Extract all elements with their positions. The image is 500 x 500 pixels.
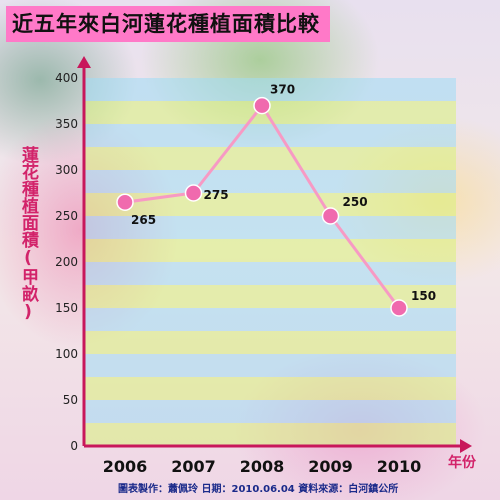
grid-band — [84, 262, 456, 285]
data-label: 265 — [131, 213, 156, 227]
x-axis-arrow — [460, 439, 472, 453]
y-tick-label: 400 — [55, 71, 78, 85]
data-label: 150 — [411, 289, 436, 303]
data-label: 370 — [270, 83, 295, 97]
grid-band — [84, 308, 456, 331]
grid-band — [84, 354, 456, 377]
data-labels: 265 275 370 250 150 — [131, 83, 436, 303]
footer-credits: 圖表製作：蕭佩玲 日期：2010.06.04 資料來源：白河鎮公所 — [118, 484, 399, 495]
y-tick-label: 300 — [55, 163, 78, 177]
y-tick-label: 250 — [55, 209, 78, 223]
y-tick-label: 100 — [55, 347, 78, 361]
axes — [77, 56, 472, 453]
x-tick-label: 2006 — [103, 457, 148, 476]
data-point — [184, 184, 203, 202]
x-tick-label: 2010 — [377, 457, 422, 476]
data-point — [253, 96, 271, 115]
y-tick-label: 150 — [55, 301, 78, 315]
data-label: 250 — [343, 195, 368, 209]
data-label: 275 — [204, 188, 229, 202]
grid-band — [84, 377, 456, 400]
series-layer — [116, 96, 408, 317]
x-tick-labels: 2006 2007 2008 2009 2010 — [103, 457, 422, 476]
x-tick-label: 2007 — [171, 457, 216, 476]
data-point — [321, 207, 340, 225]
y-tick-label: 200 — [55, 255, 78, 269]
y-axis-arrow — [77, 56, 91, 68]
grid-band — [84, 285, 456, 308]
x-axis-label: 年份 — [448, 455, 476, 471]
y-tick-label: 350 — [55, 117, 78, 131]
grid-band — [84, 400, 456, 423]
grid-band — [84, 331, 456, 354]
grid-band — [84, 239, 456, 262]
chart-title: 近五年來白河蓮花種植面積比較 — [6, 6, 330, 42]
data-point — [390, 299, 408, 317]
y-tick-label: 0 — [70, 439, 78, 453]
grid-band — [84, 170, 456, 193]
y-tick-label: 50 — [63, 393, 78, 407]
grid-band — [84, 101, 456, 124]
grid-band — [84, 78, 456, 101]
grid-band — [84, 216, 456, 239]
grid-band — [84, 423, 456, 446]
grid-band — [84, 147, 456, 170]
grid-band — [84, 193, 456, 216]
y-axis-label: 蓮花種植面積(甲畝) — [18, 146, 38, 322]
x-tick-label: 2008 — [240, 457, 285, 476]
x-tick-label: 2009 — [308, 457, 353, 476]
grid-band — [84, 124, 456, 147]
y-tick-labels: 0 50 100 150 200 250 300 350 400 — [55, 71, 78, 453]
grid-bands — [84, 78, 456, 446]
data-point — [116, 193, 134, 211]
